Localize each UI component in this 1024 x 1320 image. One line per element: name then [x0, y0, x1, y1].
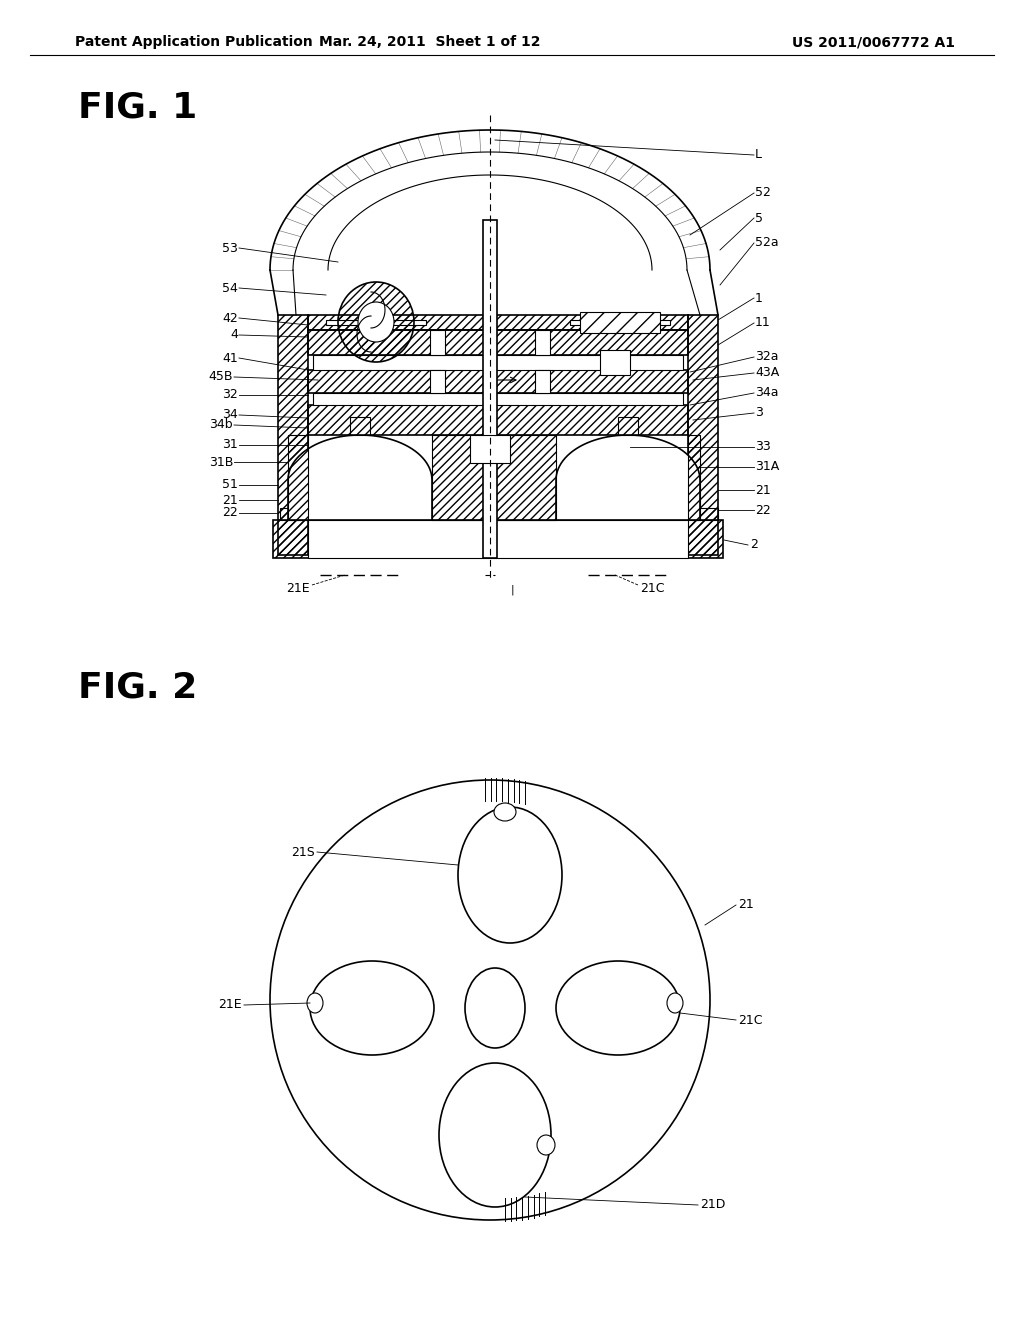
Text: |: |: [510, 585, 514, 595]
Bar: [308, 405, 688, 436]
Bar: [308, 370, 688, 393]
Bar: [688, 315, 718, 554]
Text: 41: 41: [222, 351, 238, 364]
Text: 31B: 31B: [209, 455, 233, 469]
Text: 53: 53: [222, 242, 238, 255]
Ellipse shape: [310, 961, 434, 1055]
Ellipse shape: [667, 993, 683, 1012]
Bar: [430, 370, 445, 393]
Text: 2: 2: [750, 539, 758, 552]
Bar: [308, 315, 688, 330]
Text: 54: 54: [222, 281, 238, 294]
Bar: [470, 436, 510, 463]
Polygon shape: [556, 436, 700, 520]
Text: 32: 32: [222, 388, 238, 401]
Text: 33: 33: [755, 441, 771, 454]
Ellipse shape: [358, 302, 394, 342]
Bar: [273, 520, 723, 558]
Bar: [692, 508, 718, 520]
Bar: [580, 312, 660, 333]
Text: 5: 5: [755, 211, 763, 224]
Bar: [280, 508, 306, 520]
Text: Patent Application Publication: Patent Application Publication: [75, 36, 312, 49]
Bar: [278, 315, 308, 554]
Text: 43A: 43A: [755, 367, 779, 380]
Text: 21E: 21E: [287, 582, 310, 594]
Text: 22: 22: [222, 507, 238, 520]
Text: 34a: 34a: [755, 387, 778, 400]
Circle shape: [270, 780, 710, 1220]
Bar: [313, 355, 683, 370]
Text: 34b: 34b: [209, 418, 233, 432]
Text: 22: 22: [755, 503, 771, 516]
Text: 32a: 32a: [755, 351, 778, 363]
Ellipse shape: [537, 1135, 555, 1155]
Bar: [618, 417, 638, 436]
Text: 21D: 21D: [700, 1199, 725, 1212]
Text: 21E: 21E: [218, 998, 242, 1011]
Bar: [326, 319, 426, 325]
Bar: [600, 350, 630, 375]
Bar: [350, 417, 370, 436]
Text: 21C: 21C: [738, 1014, 763, 1027]
Text: 21: 21: [738, 899, 754, 912]
Bar: [308, 330, 688, 355]
Bar: [483, 220, 497, 558]
Bar: [535, 330, 550, 355]
Text: 52a: 52a: [755, 236, 778, 249]
Text: 1: 1: [755, 292, 763, 305]
Text: FIG. 2: FIG. 2: [78, 671, 198, 704]
Text: L: L: [755, 149, 762, 161]
Text: 51: 51: [222, 479, 238, 491]
Bar: [535, 370, 550, 393]
Text: 42: 42: [222, 312, 238, 325]
Text: Mar. 24, 2011  Sheet 1 of 12: Mar. 24, 2011 Sheet 1 of 12: [319, 36, 541, 49]
Text: 31A: 31A: [755, 461, 779, 474]
Bar: [570, 319, 670, 325]
Text: 4: 4: [230, 329, 238, 342]
Ellipse shape: [465, 968, 525, 1048]
Text: 45B: 45B: [209, 371, 233, 384]
Text: 11: 11: [755, 317, 771, 330]
Ellipse shape: [556, 961, 680, 1055]
Text: FIG. 1: FIG. 1: [78, 90, 198, 124]
Polygon shape: [288, 436, 432, 520]
Bar: [308, 520, 688, 558]
Text: 21: 21: [755, 483, 771, 496]
Ellipse shape: [307, 993, 323, 1012]
Ellipse shape: [439, 1063, 551, 1206]
Text: 34: 34: [222, 408, 238, 421]
Text: 3: 3: [755, 407, 763, 420]
Ellipse shape: [494, 803, 516, 821]
Text: 21S: 21S: [291, 846, 315, 858]
Bar: [313, 393, 683, 405]
Text: 21C: 21C: [640, 582, 665, 594]
Bar: [430, 330, 445, 355]
Text: US 2011/0067772 A1: US 2011/0067772 A1: [792, 36, 955, 49]
Text: 21: 21: [222, 494, 238, 507]
Ellipse shape: [458, 807, 562, 942]
Text: 52: 52: [755, 186, 771, 199]
Text: 31: 31: [222, 438, 238, 451]
